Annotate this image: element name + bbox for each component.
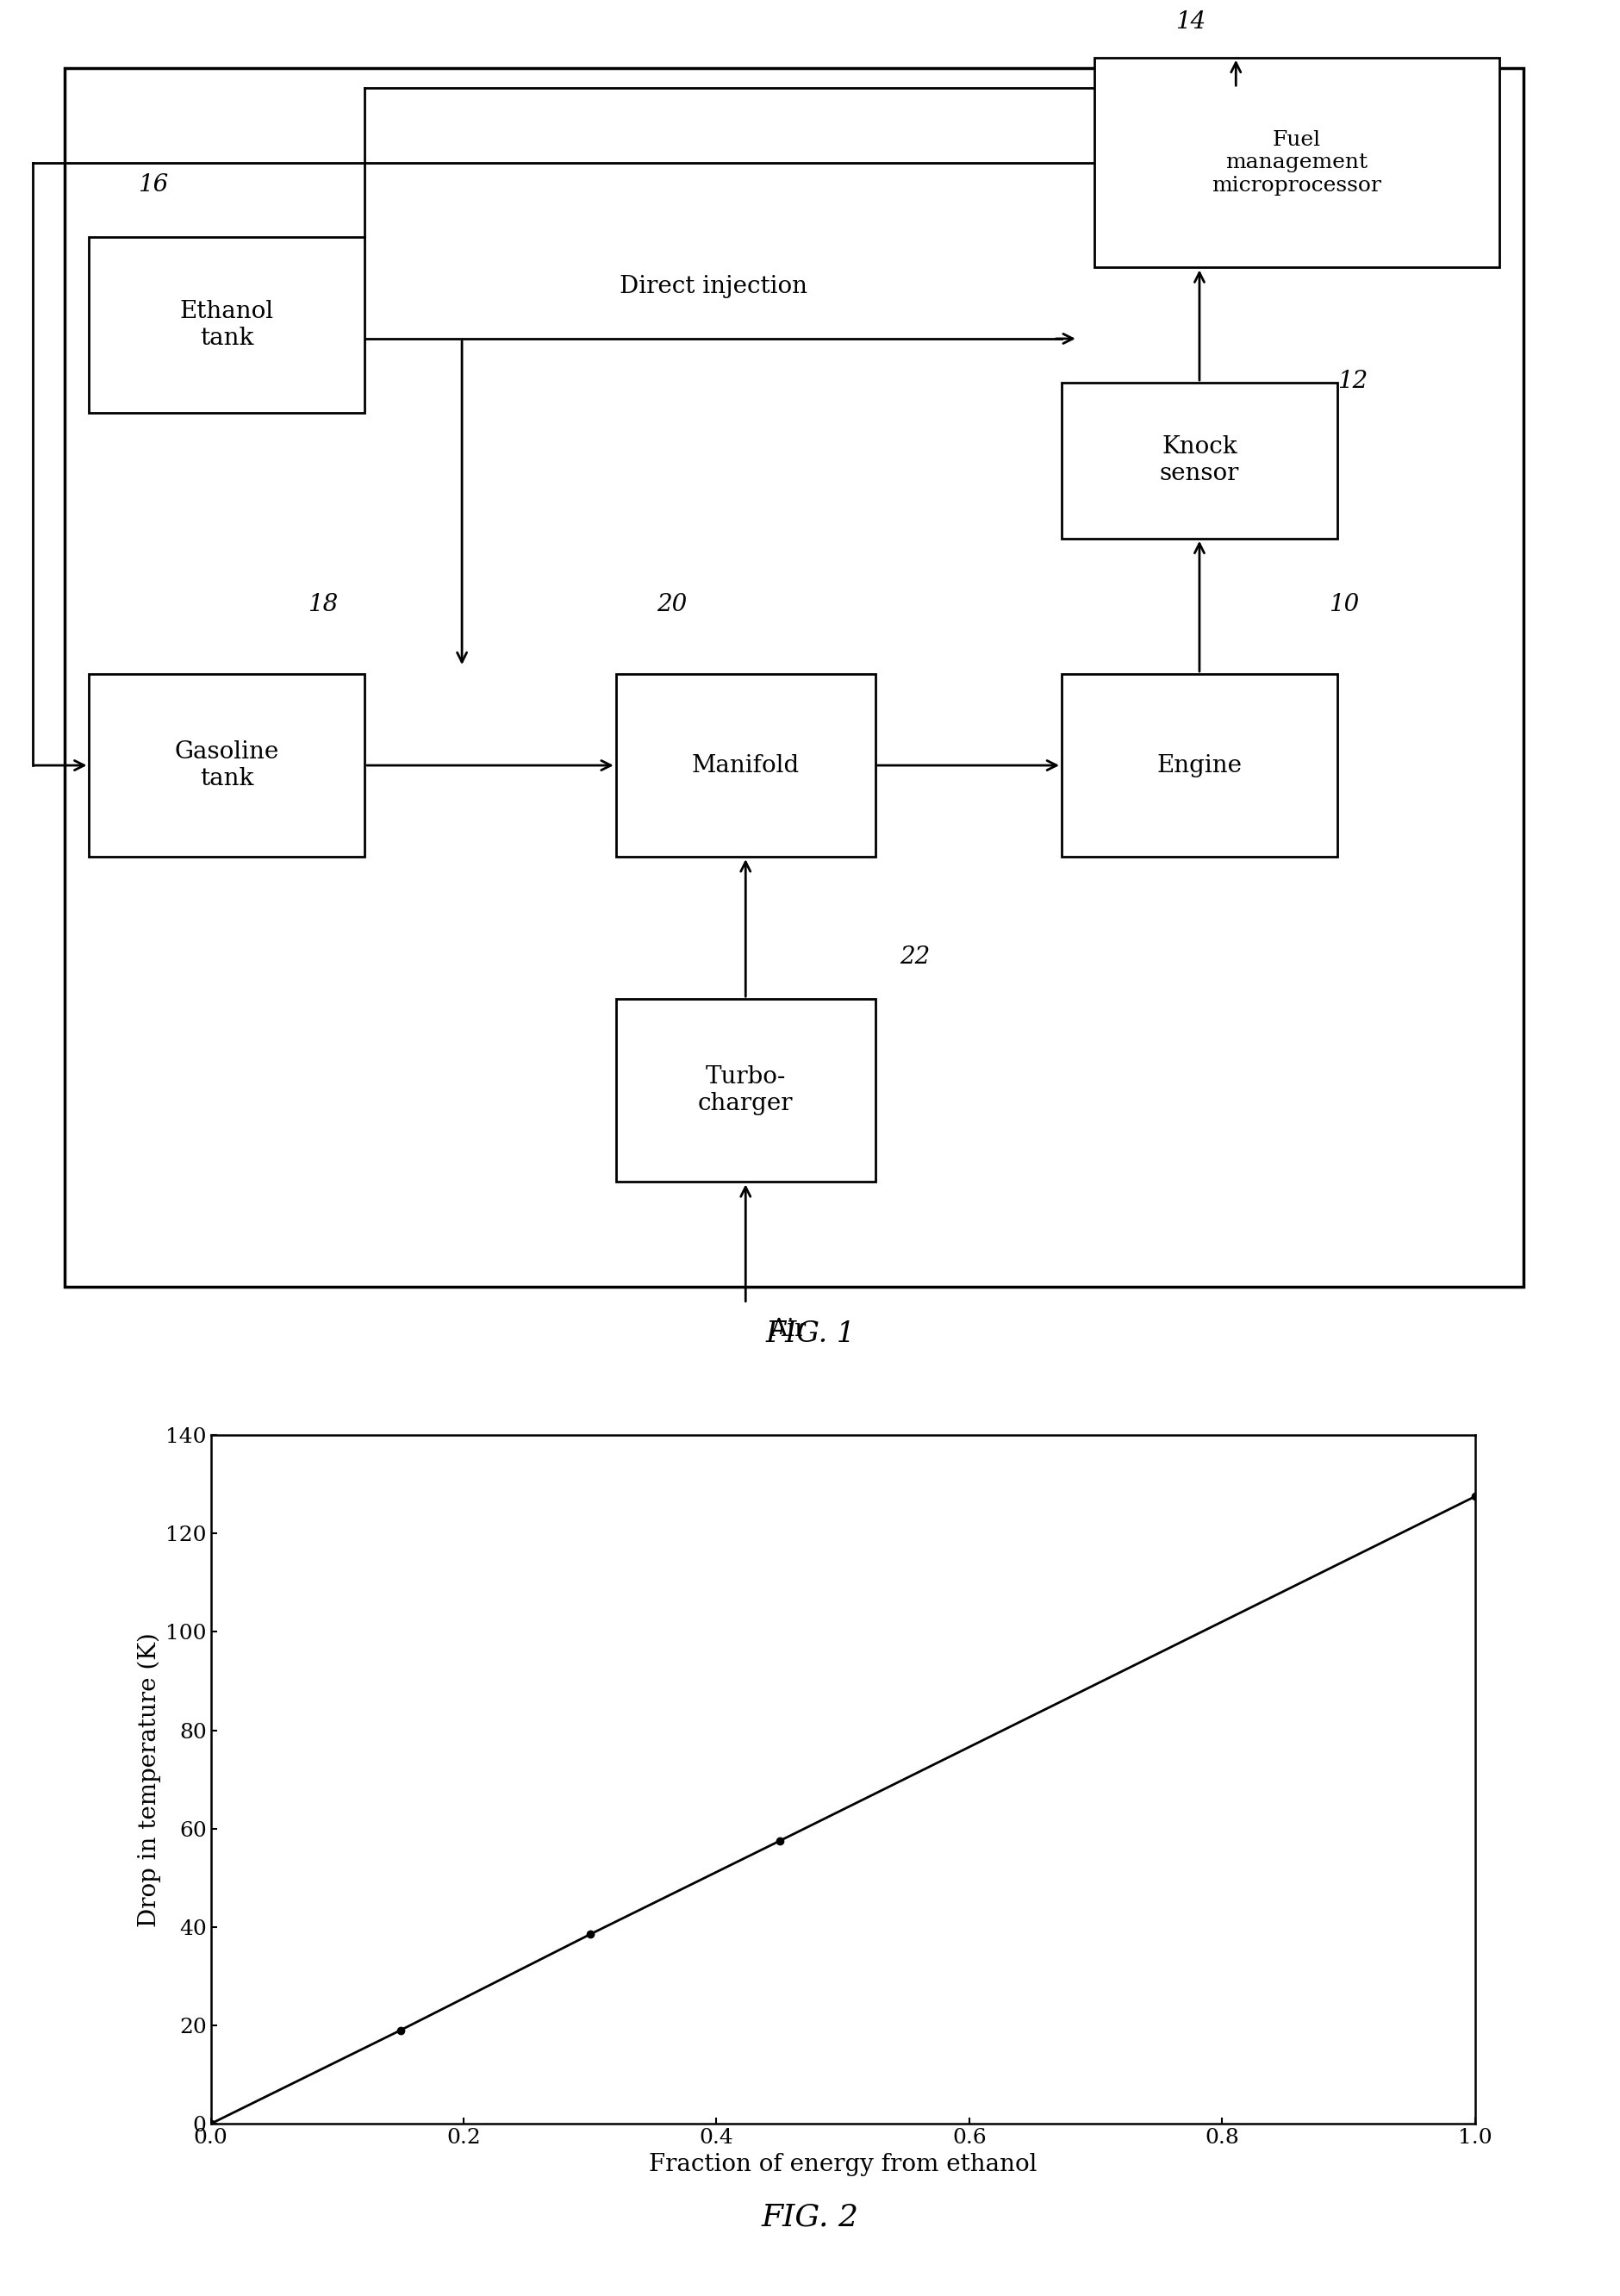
Text: Turbo-
charger: Turbo- charger (698, 1065, 792, 1116)
Text: 10: 10 (1328, 592, 1359, 615)
Text: Gasoline
tank: Gasoline tank (175, 739, 279, 790)
Bar (1061, 675, 1336, 856)
X-axis label: Fraction of energy from ethanol: Fraction of energy from ethanol (648, 2154, 1037, 2177)
Text: 22: 22 (899, 946, 930, 969)
Text: 16: 16 (138, 172, 168, 197)
Text: Fuel
management
microprocessor: Fuel management microprocessor (1212, 129, 1380, 195)
Bar (616, 675, 875, 856)
Bar (89, 675, 364, 856)
Bar (616, 999, 875, 1182)
Text: 18: 18 (308, 592, 339, 615)
Text: FIG. 2: FIG. 2 (761, 2202, 859, 2232)
Text: Ethanol
tank: Ethanol tank (180, 301, 274, 351)
Text: Engine: Engine (1157, 753, 1241, 776)
Text: Knock
sensor: Knock sensor (1158, 436, 1239, 487)
Text: Air: Air (770, 1318, 805, 1341)
Bar (1094, 57, 1498, 269)
Text: 12: 12 (1336, 370, 1367, 393)
Text: Manifold: Manifold (692, 753, 799, 776)
Text: FIG. 1: FIG. 1 (765, 1320, 855, 1348)
Text: 20: 20 (656, 592, 687, 615)
Text: 14: 14 (1174, 11, 1205, 34)
Bar (89, 236, 364, 413)
Bar (1061, 383, 1336, 540)
Y-axis label: Drop in temperature (K): Drop in temperature (K) (138, 1632, 160, 1926)
Text: Direct injection: Direct injection (619, 276, 807, 298)
